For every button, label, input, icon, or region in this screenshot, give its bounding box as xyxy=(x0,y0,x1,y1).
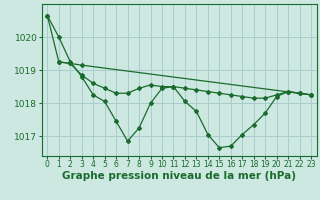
X-axis label: Graphe pression niveau de la mer (hPa): Graphe pression niveau de la mer (hPa) xyxy=(62,171,296,181)
